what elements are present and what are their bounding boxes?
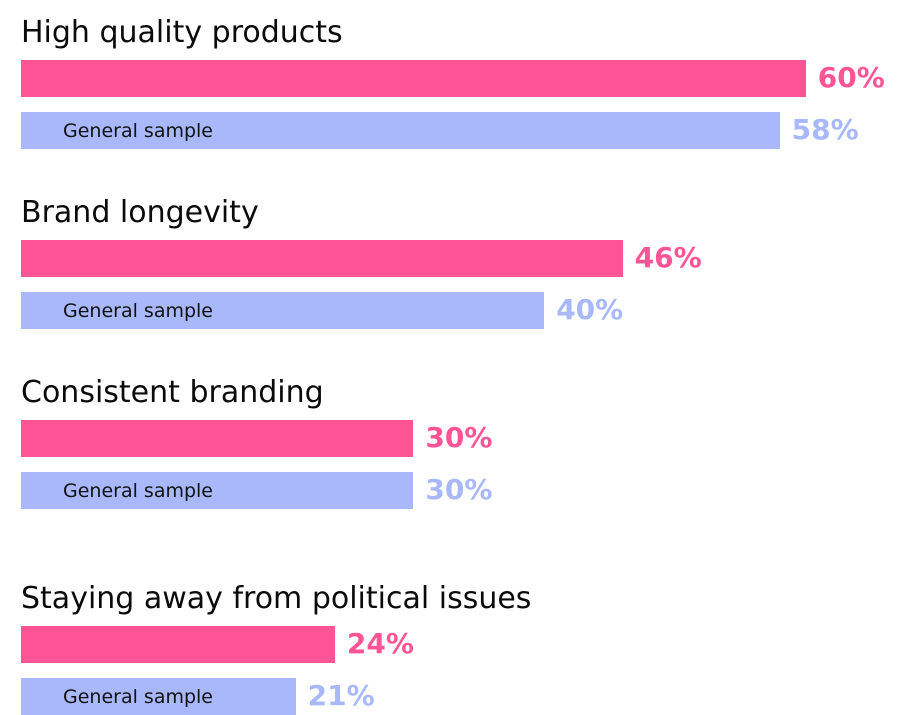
series-label: General sample (63, 685, 213, 708)
value-label: 24% (346, 627, 414, 660)
value-label: 40% (556, 293, 624, 326)
value-label: 21% (307, 679, 375, 712)
general-sample-bar: General sample (21, 292, 545, 329)
general-sample-bar: General sample (21, 678, 296, 715)
series-label: General sample (63, 119, 213, 142)
value-label: 30% (425, 473, 493, 506)
general-sample-bar: General sample (21, 472, 414, 509)
category-label: Staying away from political issues (21, 581, 532, 616)
value-label: 58% (791, 113, 859, 146)
segment-bar (21, 60, 806, 97)
category-label: High quality products (21, 15, 343, 50)
segment-bar (21, 240, 623, 277)
value-label: 46% (634, 241, 702, 274)
series-label: General sample (63, 479, 213, 502)
segment-bar (21, 626, 335, 663)
category-label: Brand longevity (21, 195, 259, 230)
value-label: 60% (817, 61, 885, 94)
general-sample-bar: General sample (21, 112, 780, 149)
series-label: General sample (63, 299, 213, 322)
value-label: 30% (425, 421, 493, 454)
category-label: Consistent branding (21, 375, 324, 410)
segment-bar (21, 420, 414, 457)
